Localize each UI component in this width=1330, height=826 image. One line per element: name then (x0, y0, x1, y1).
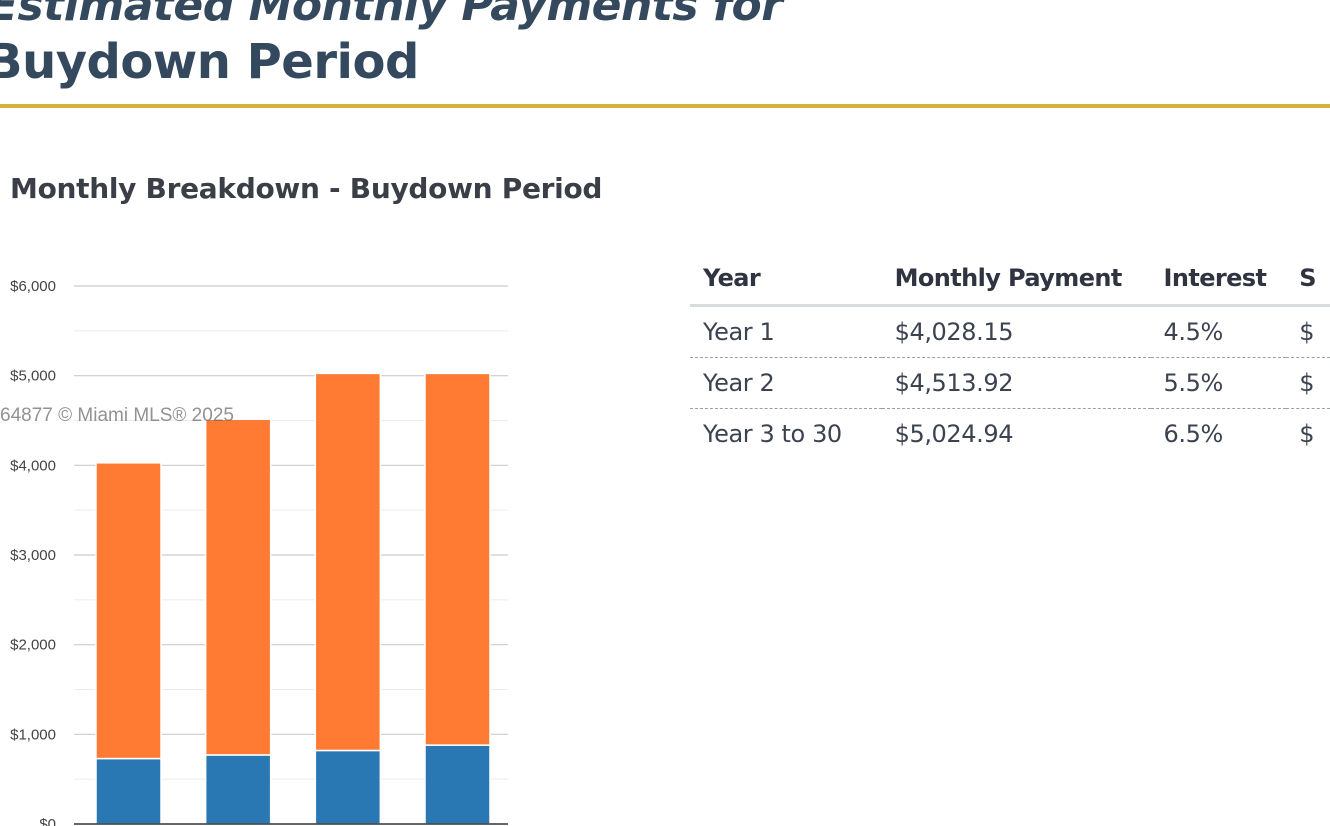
watermark-text: 64877 © Miami MLS® 2025 (0, 405, 234, 426)
stacked-bar-chart: $0 $1,000 $2,000 $3,000 $4,000 $5,000 $6,000 (10, 278, 508, 826)
bar-segment-lower (314, 749, 382, 825)
payment-table-container: Year Monthly Payment Interest S Year 1 $… (690, 252, 1330, 459)
page-title-line-1: Estimated Monthly Payments for (0, 0, 783, 31)
y-tick-label: $6,000 (10, 278, 56, 295)
bar-segment-upper (204, 418, 272, 756)
cell-truncated: $ (1286, 408, 1330, 459)
cell-year: Year 1 (703, 318, 775, 346)
bar-segment-lower (424, 744, 491, 825)
table-row: Year 2 $4,513.92 5.5% $ (690, 357, 1330, 409)
bar-segment-upper (314, 372, 382, 752)
table-row: Year 3 to 30 $5,024.94 6.5% $ (690, 408, 1330, 459)
cell-year: Year 3 to 30 (690, 408, 882, 459)
payment-table: Year Monthly Payment Interest S Year 1 $… (690, 252, 1330, 459)
column-header-truncated: S (1286, 252, 1330, 307)
cell-truncated: $ (1299, 318, 1315, 346)
section-subtitle: Monthly Breakdown - Buydown Period (10, 172, 603, 205)
cell-interest: 4.5% (1163, 318, 1224, 346)
table-header-row: Year Monthly Payment Interest S (690, 252, 1330, 307)
column-header-interest: Interest (1150, 252, 1287, 307)
bar-segment-lower (204, 754, 272, 825)
cell-payment: $4,028.15 (894, 318, 1014, 346)
table-row: Year 1 $4,028.15 4.5% $ (690, 306, 1330, 358)
column-header-monthly-payment: Monthly Payment (881, 252, 1151, 307)
cell-year: Year 2 (690, 357, 882, 409)
y-tick-label: $1,000 (10, 726, 56, 743)
page-title-line-2: Buydown Period (0, 34, 419, 90)
bar-segment-lower (95, 757, 162, 825)
y-tick-label: $0 (39, 816, 56, 826)
y-tick-label: $3,000 (10, 547, 56, 564)
cell-truncated: $ (1286, 357, 1330, 409)
y-tick-label: $4,000 (10, 457, 56, 474)
cell-payment: $4,513.92 (881, 357, 1151, 409)
cell-interest: 5.5% (1150, 357, 1287, 409)
cell-payment: $5,024.94 (881, 408, 1151, 459)
cell-interest: 6.5% (1150, 408, 1287, 459)
bar-segment-upper (424, 372, 491, 746)
bar-segment-upper (95, 462, 162, 760)
title-divider (0, 104, 1330, 108)
column-header-year: Year (690, 252, 882, 307)
y-tick-label: $2,000 (10, 637, 56, 654)
y-tick-label: $5,000 (10, 368, 56, 385)
